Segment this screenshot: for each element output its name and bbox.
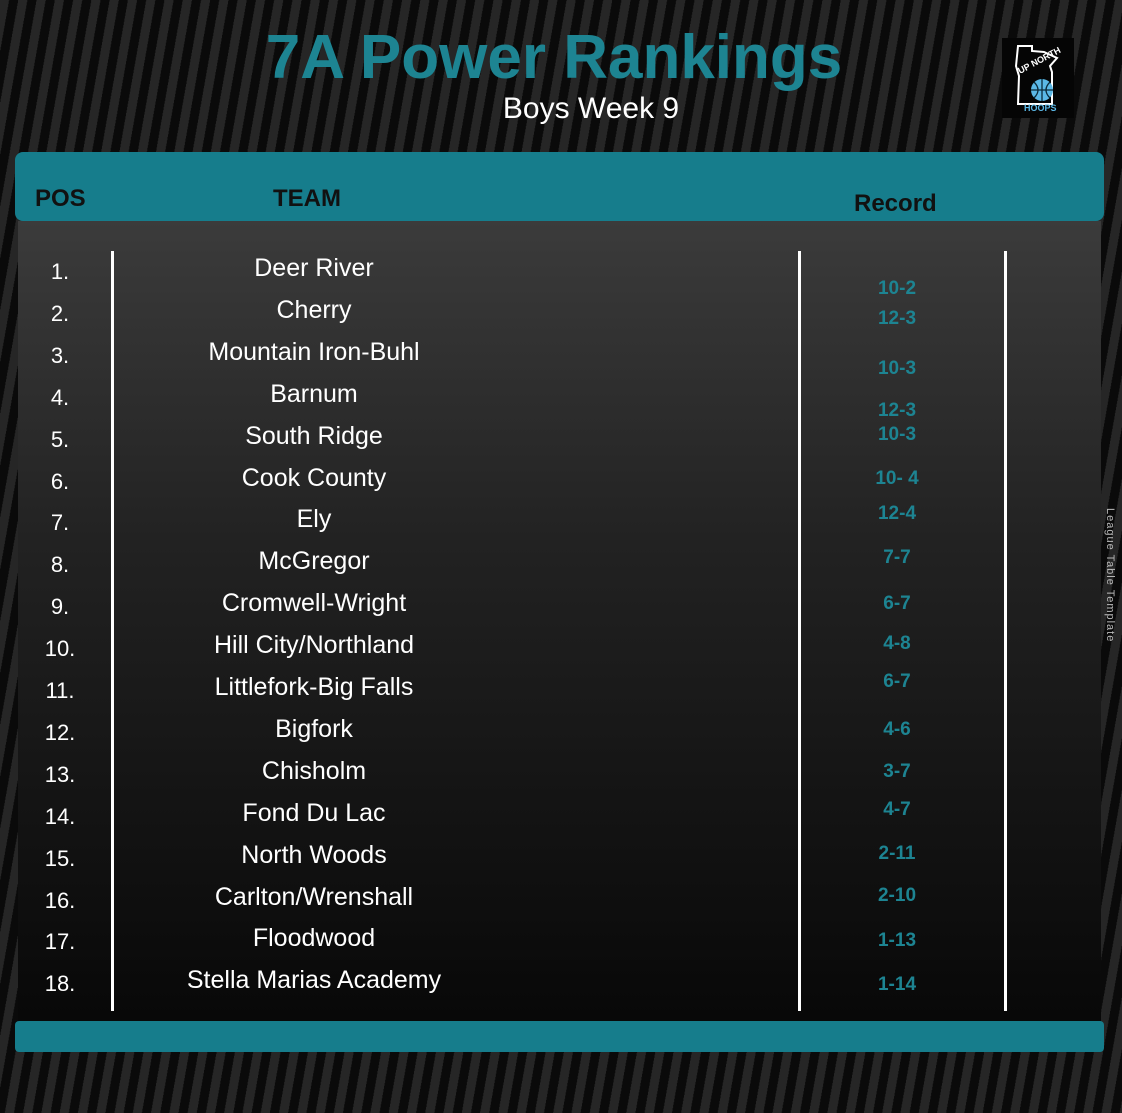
rank-position: 3. xyxy=(50,342,70,368)
team-name: South Ridge xyxy=(245,421,383,450)
table-footer xyxy=(15,1021,1104,1052)
team-name: North Woods xyxy=(241,840,387,869)
rank-position: 15. xyxy=(44,845,76,871)
table-row: 2. Cherry 12-3 xyxy=(15,294,1104,334)
table-row: 4. Barnum 12-3 xyxy=(15,378,1104,421)
table-row: 1. Deer River 10-2 xyxy=(15,252,1104,299)
team-name: Deer River xyxy=(254,254,374,282)
rank-position: 17. xyxy=(44,929,76,955)
table-header: POS TEAM Record xyxy=(15,152,1104,221)
team-name: Cook County xyxy=(241,463,387,492)
team-name: Hill City/Northland xyxy=(213,631,415,660)
team-record: 10-2 xyxy=(877,278,917,299)
rankings-table: POS TEAM Record 1. Deer River 10-2 2. Cherry… xyxy=(15,152,1104,1052)
team-record: 10-3 xyxy=(877,423,917,445)
rank-position: 2. xyxy=(50,300,70,326)
team-record: 2-10 xyxy=(877,884,917,906)
table-row: 15. North Woods 2-11 xyxy=(15,839,1104,879)
rank-position: 4. xyxy=(50,384,70,410)
team-record: 6-7 xyxy=(883,671,911,692)
team-record: 4-6 xyxy=(883,718,911,740)
team-name: Chisholm xyxy=(261,756,367,785)
logo-line2: HOOPS xyxy=(1024,103,1057,113)
team-name: Ely xyxy=(296,505,332,534)
team-name: Stella Marias Academy xyxy=(186,966,442,995)
rank-position: 10. xyxy=(44,636,76,662)
table-row: 6. Cook County 10- 4 xyxy=(15,462,1104,502)
rank-position: 13. xyxy=(44,761,76,787)
team-record: 3-7 xyxy=(883,760,911,782)
team-record: 2-11 xyxy=(878,842,916,864)
table-row: 7. Ely 12-4 xyxy=(15,503,1104,543)
team-record: 1-14 xyxy=(877,974,917,996)
table-row: 11. Littlefork-Big Falls 6-7 xyxy=(15,671,1104,711)
team-name: Littlefork-Big Falls xyxy=(214,673,414,701)
team-record: 4-8 xyxy=(883,633,911,655)
rank-position: 12. xyxy=(44,719,76,745)
rank-position: 6. xyxy=(50,468,70,494)
table-row: 13. Chisholm 3-7 xyxy=(15,755,1104,795)
table-row: 5. South Ridge 10-3 xyxy=(15,420,1104,460)
team-record: 10- 4 xyxy=(875,467,919,489)
column-header-team: TEAM xyxy=(273,185,341,212)
rank-position: 7. xyxy=(50,510,70,536)
rank-position: 5. xyxy=(50,426,70,452)
template-watermark: League Table Template xyxy=(1104,508,1116,643)
rank-position: 14. xyxy=(44,803,76,829)
table-row: 12. Bigfork 4-6 xyxy=(15,713,1104,753)
minnesota-basketball-icon: UP NORTH HOOPS xyxy=(1014,45,1062,113)
team-record: 12-3 xyxy=(877,399,917,421)
team-record: 12-3 xyxy=(877,307,917,329)
team-name: Mountain Iron-Buhl xyxy=(208,337,420,366)
team-name: Bigfork xyxy=(275,714,353,743)
team-name: Carlton/Wrenshall xyxy=(214,882,414,911)
column-divider xyxy=(798,251,801,1011)
rank-position: 18. xyxy=(44,971,76,997)
team-record: 1-13 xyxy=(877,930,917,952)
team-name: Cherry xyxy=(276,295,352,324)
table-row: 10. Hill City/Northland 4-8 xyxy=(15,629,1104,669)
rank-position: 11. xyxy=(45,678,75,703)
rank-position: 1. xyxy=(50,259,70,284)
table-row: 3. Mountain Iron-Buhl 10-3 xyxy=(15,336,1104,379)
team-name: McGregor xyxy=(258,547,370,576)
team-record: 4-7 xyxy=(883,798,911,820)
table-row: 18. Stella Marias Academy 1-14 xyxy=(15,964,1104,1004)
team-name: Barnum xyxy=(270,379,358,408)
team-name: Fond Du Lac xyxy=(242,798,386,827)
team-record: 6-7 xyxy=(883,593,911,615)
team-name: Cromwell-Wright xyxy=(221,589,407,618)
table-row: 14. Fond Du Lac 4-7 xyxy=(15,797,1104,837)
table-body xyxy=(18,221,1101,1021)
up-north-hoops-logo: UP NORTH HOOPS xyxy=(1002,38,1074,118)
table-row: 8. McGregor 7-7 xyxy=(15,545,1104,585)
team-name: Floodwood xyxy=(252,924,376,953)
table-row: 9. Cromwell-Wright 6-7 xyxy=(15,587,1104,627)
team-record: 10-3 xyxy=(877,357,917,379)
table-row: 16. Carlton/Wrenshall 2-10 xyxy=(15,881,1104,921)
column-divider xyxy=(111,251,114,1011)
table-row: 17. Floodwood 1-13 xyxy=(15,922,1104,962)
page-subtitle: Boys Week 9 xyxy=(502,92,680,125)
column-header-record: Record xyxy=(854,190,937,217)
column-divider xyxy=(1004,251,1007,1011)
rank-position: 9. xyxy=(50,594,70,620)
rank-position: 16. xyxy=(44,887,76,913)
rank-position: 8. xyxy=(50,552,70,578)
team-record: 12-4 xyxy=(877,503,917,525)
team-record: 7-7 xyxy=(883,547,911,569)
column-header-pos: POS xyxy=(35,185,86,212)
page-title: 7A Power Rankings xyxy=(265,23,843,92)
